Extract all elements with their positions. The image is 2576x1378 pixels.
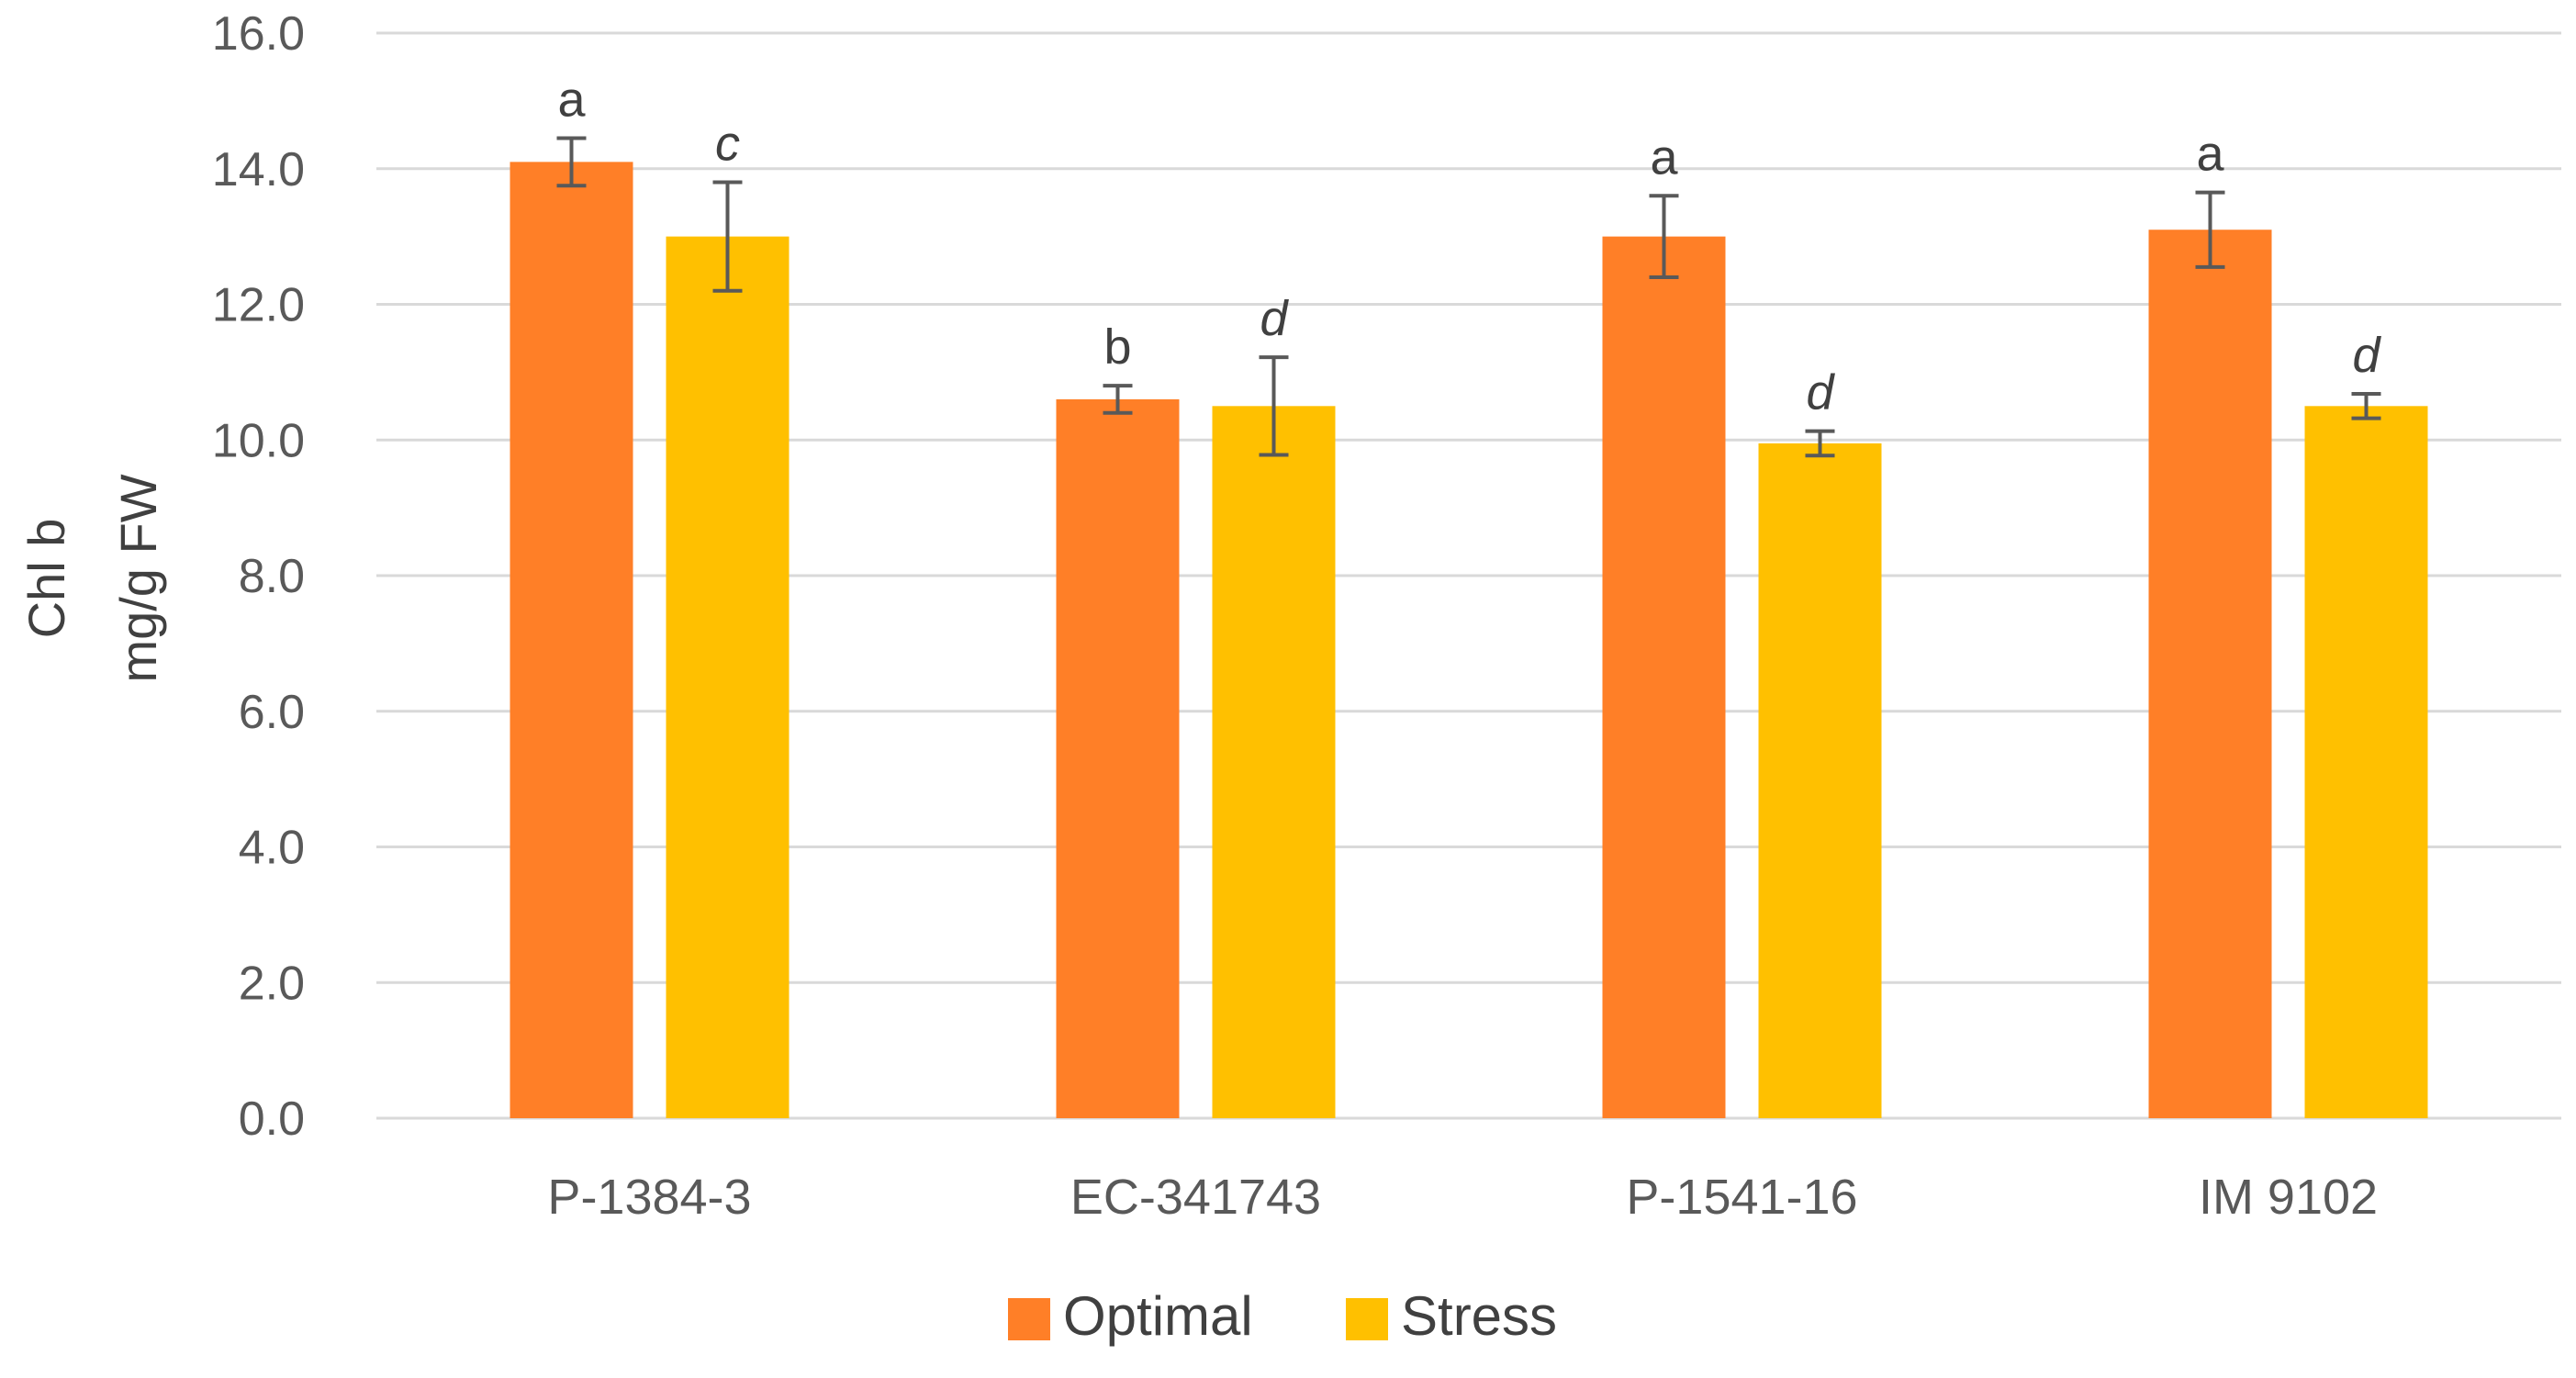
bar-stress (1212, 406, 1336, 1118)
significance-label: b (1103, 319, 1131, 375)
legend-label-optimal: Optimal (1063, 1285, 1253, 1347)
x-axis-categories: P-1384-3 EC-341743 P-1541-16 IM 9102 (547, 1170, 2378, 1225)
bar-optimal (1602, 236, 1726, 1118)
significance-label: c (715, 117, 740, 172)
y-tick-label: 2.0 (239, 957, 305, 1010)
y-tick-label: 0.0 (239, 1092, 305, 1146)
x-category-label: EC-341743 (1070, 1170, 1321, 1225)
legend-swatch-optimal (1008, 1298, 1050, 1340)
bars (510, 162, 2428, 1119)
y-axis-title-line-1: Chl b (17, 519, 75, 639)
y-tick-label: 6.0 (239, 686, 305, 739)
bar-optimal (1056, 398, 1180, 1118)
significance-label: a (1650, 129, 1678, 185)
significance-label: a (2196, 127, 2224, 182)
bar-stress (666, 236, 790, 1118)
bar-optimal (510, 162, 633, 1118)
significance-label: d (2352, 328, 2381, 383)
y-axis-title-line-2: mg/g FW (109, 474, 167, 682)
legend-label-stress: Stress (1401, 1285, 1557, 1347)
y-axis-ticks: 0.0 2.0 4.0 6.0 8.0 10.0 12.0 14.0 16.0 (212, 7, 305, 1146)
y-tick-label: 14.0 (212, 143, 305, 196)
y-tick-label: 10.0 (212, 414, 305, 467)
x-category-label: IM 9102 (2199, 1170, 2378, 1225)
error-bars (556, 136, 2381, 458)
significance-label: d (1260, 291, 1289, 346)
significance-labels: a c b d a d a d (557, 73, 2381, 420)
y-axis-title: Chl b mg/g FW (17, 474, 167, 682)
y-tick-label: 16.0 (212, 7, 305, 61)
legend: Optimal Stress (1008, 1285, 1557, 1347)
significance-label: d (1806, 365, 1835, 420)
significance-label: a (557, 73, 586, 128)
bar-stress (1758, 443, 1882, 1119)
y-tick-label: 12.0 (212, 279, 305, 332)
bar-optimal (2148, 230, 2272, 1119)
bar-stress (2304, 406, 2428, 1118)
legend-swatch-stress (1346, 1298, 1388, 1340)
x-category-label: P-1541-16 (1626, 1170, 1857, 1225)
y-tick-label: 4.0 (239, 822, 305, 875)
x-category-label: P-1384-3 (547, 1170, 751, 1225)
y-tick-label: 8.0 (239, 550, 305, 603)
